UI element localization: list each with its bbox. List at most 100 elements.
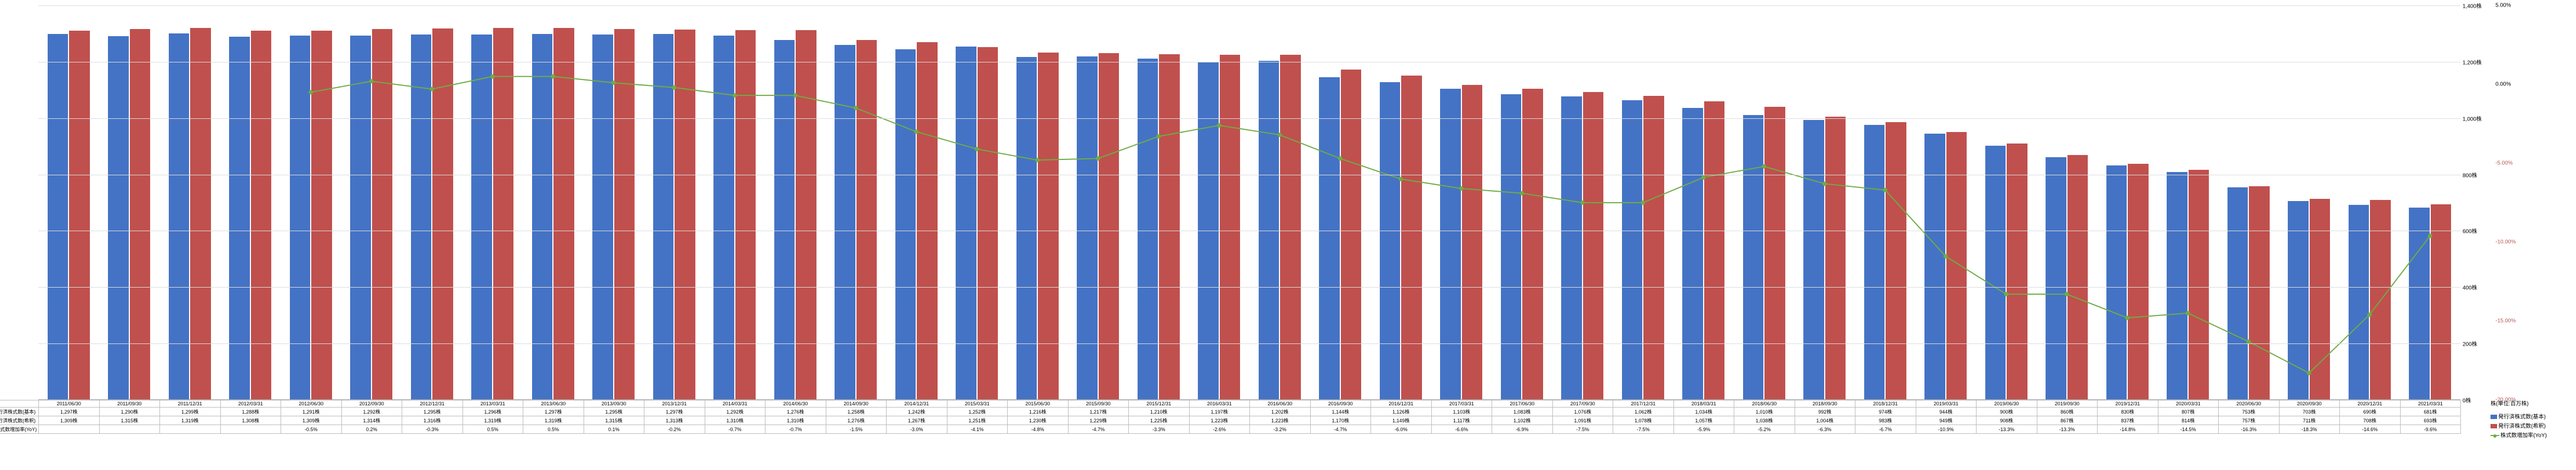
cell-cat: 2013/09/30 [584,400,644,408]
cell-cat: 2014/12/31 [887,400,947,408]
cell-bar1: 1,252株 [947,408,1008,416]
cell-bar1: 1,197株 [1189,408,1250,416]
cell-cat: 2020/03/31 [2158,400,2219,408]
legend-item: 発行済株式数(基本) [2491,412,2547,420]
cell-bar1: 1,144株 [1310,408,1371,416]
cell-bar2: 1,309株 [281,416,342,425]
cell-bar1: 1,296株 [462,408,523,416]
legend-item: 株式数増加率(YoY) [2491,431,2547,439]
cell-cat: 2014/06/30 [766,400,826,408]
cell-bar1: 974株 [1855,408,1916,416]
cell-bar1: 1,297株 [39,408,100,416]
cell-cat: 2015/03/31 [947,400,1008,408]
cell-cat: 2016/06/30 [1250,400,1311,408]
cell-line: -1.5% [826,425,887,434]
cell-bar1: 1,062株 [1613,408,1674,416]
cell-bar2: 1,308株 [220,416,281,425]
cell-bar2: 814株 [2158,416,2219,425]
cell-cat: 2018/03/31 [1673,400,1734,408]
cell-line: -13.3% [1977,425,2037,434]
cell-line: 0.5% [523,425,584,434]
cell-cat: 2021/03/31 [2400,400,2461,408]
cell-bar2: 983株 [1855,416,1916,425]
cell-line: -7.5% [1552,425,1613,434]
cell-line: -0.7% [705,425,766,434]
row-header-bar1: 発行済株式数(基本) [0,408,39,416]
cell-line: -2.6% [1189,425,1250,434]
cell-cat: 2019/12/31 [2098,400,2158,408]
cell-bar1: 860株 [2037,408,2098,416]
cell-bar1: 1,126株 [1371,408,1432,416]
row-header-bar2: 発行済株式数(希釈) [0,416,39,425]
cell-bar2: 1,310株 [705,416,766,425]
axis-tick-shares: 600株 [2463,227,2477,235]
cell-bar2: 1,319株 [523,416,584,425]
cell-line: -14.6% [2340,425,2401,434]
cell-line: -3.2% [1250,425,1311,434]
cell-bar2: 693株 [2400,416,2461,425]
cell-bar1: 1,034株 [1673,408,1734,416]
cell-bar2: 837株 [2098,416,2158,425]
cell-line: -4.7% [1068,425,1129,434]
cell-line: -6.9% [1492,425,1553,434]
cell-line [99,425,160,434]
cell-bar1: 1,258株 [826,408,887,416]
cell-cat: 2011/12/31 [160,400,221,408]
cell-cat: 2016/12/31 [1371,400,1432,408]
cell-cat: 2017/03/31 [1431,400,1492,408]
cell-cat: 2017/09/30 [1552,400,1613,408]
cell-cat: 2020/06/30 [2219,400,2280,408]
cell-line: -0.5% [281,425,342,434]
cell-bar2: 1,225株 [1129,416,1190,425]
cell-line [160,425,221,434]
cell-line: -0.3% [402,425,463,434]
cell-line: -9.6% [2400,425,2461,434]
cell-bar2: 1,267株 [887,416,947,425]
cell-cat: 2011/09/30 [99,400,160,408]
cell-line: -13.3% [2037,425,2098,434]
cell-bar2: 757株 [2219,416,2280,425]
cell-bar2: 1,091株 [1552,416,1613,425]
axis-tick-pct: -15.00% [2495,318,2516,324]
cell-cat: 2019/09/30 [2037,400,2098,408]
cell-line: -6.6% [1431,425,1492,434]
cell-line: -3.0% [887,425,947,434]
cell-bar1: 690株 [2340,408,2401,416]
cell-bar2: 1,078株 [1613,416,1674,425]
legend-item: 発行済株式数(希釈) [2491,421,2547,429]
cell-line: -18.3% [2279,425,2340,434]
cell-line: -0.2% [644,425,705,434]
cell-bar2: 1,315株 [584,416,644,425]
cell-bar2: 711株 [2279,416,2340,425]
cell-line: -5.9% [1673,425,1734,434]
cell-line [39,425,100,434]
axis-tick-pct: 5.00% [2495,3,2511,9]
axis-tick-pct: 0.00% [2495,82,2511,88]
cell-bar1: 1,103株 [1431,408,1492,416]
cell-bar1: 1,242株 [887,408,947,416]
chart-container: 0株200株400株600株800株1,000株1,200株1,400株 5.0… [0,0,2576,470]
cell-cat: 2019/06/30 [1977,400,2037,408]
row-header-line: 株式数増加率(YoY) [0,425,39,434]
cell-cat: 2020/12/31 [2340,400,2401,408]
cell-cat: 2020/09/30 [2279,400,2340,408]
cell-line [220,425,281,434]
cell-bar2: 908株 [1977,416,2037,425]
cell-bar2: 1,223株 [1189,416,1250,425]
cell-bar1: 1,297株 [644,408,705,416]
cell-cat: 2012/03/31 [220,400,281,408]
cell-bar2: 1,314株 [341,416,402,425]
cell-line: -14.8% [2098,425,2158,434]
cell-bar1: 830株 [2098,408,2158,416]
cell-cat: 2012/06/30 [281,400,342,408]
cell-cat: 2018/12/31 [1855,400,1916,408]
cell-bar1: 1,295株 [584,408,644,416]
cell-bar1: 1,010株 [1734,408,1795,416]
cell-bar2: 1,276株 [826,416,887,425]
cell-cat: 2012/12/31 [402,400,463,408]
axis-title-right: 株(単位:百万株) [2491,399,2528,407]
gridlines [38,5,2460,400]
cell-line: -4.8% [1008,425,1069,434]
cell-cat: 2017/12/31 [1613,400,1674,408]
cell-cat: 2015/06/30 [1008,400,1069,408]
